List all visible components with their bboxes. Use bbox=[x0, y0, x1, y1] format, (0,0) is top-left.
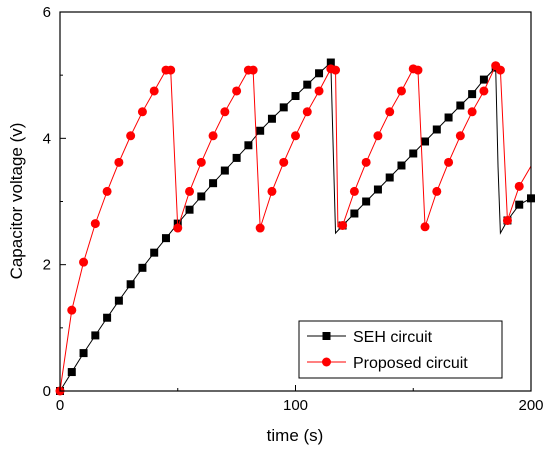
data-point bbox=[432, 186, 442, 196]
data-point bbox=[291, 92, 300, 101]
x-tick-label: 100 bbox=[283, 397, 308, 414]
x-axis-title: time (s) bbox=[267, 426, 324, 445]
series-proposed bbox=[55, 61, 532, 396]
data-point bbox=[468, 90, 477, 99]
data-point bbox=[373, 185, 382, 194]
data-point bbox=[232, 86, 242, 96]
data-point bbox=[255, 223, 265, 233]
data-point bbox=[444, 113, 453, 122]
data-point bbox=[220, 166, 229, 175]
data-point bbox=[126, 280, 135, 289]
data-point bbox=[79, 349, 88, 358]
legend-marker-seh bbox=[322, 332, 331, 340]
legend-label-seh: SEH circuit bbox=[353, 329, 433, 346]
data-point bbox=[208, 131, 218, 141]
data-point bbox=[409, 149, 418, 158]
data-point bbox=[413, 65, 423, 75]
data-point bbox=[338, 221, 348, 230]
y-tick-label: 0 bbox=[43, 383, 51, 400]
data-point bbox=[331, 65, 341, 75]
data-point bbox=[173, 223, 183, 233]
data-point bbox=[456, 101, 465, 110]
tick-labels-layer: 0 100 200 0 2 4 6 bbox=[43, 4, 544, 414]
data-point bbox=[256, 126, 265, 135]
data-point bbox=[385, 107, 395, 117]
data-point bbox=[432, 125, 441, 134]
data-point bbox=[185, 205, 194, 214]
data-point bbox=[91, 331, 100, 340]
ticks-layer bbox=[59, 11, 532, 392]
data-point bbox=[420, 222, 430, 232]
data-point bbox=[279, 103, 288, 112]
data-point bbox=[396, 86, 406, 96]
data-point bbox=[467, 107, 477, 117]
data-point bbox=[161, 234, 170, 243]
data-point bbox=[232, 153, 241, 162]
data-point bbox=[350, 209, 359, 218]
data-point bbox=[302, 107, 312, 117]
data-point bbox=[349, 186, 359, 196]
data-point bbox=[315, 69, 324, 78]
legend-marker-proposed bbox=[322, 357, 331, 367]
data-point bbox=[79, 257, 89, 267]
data-point bbox=[149, 86, 159, 96]
data-point bbox=[137, 107, 147, 117]
data-point bbox=[114, 296, 123, 305]
data-point bbox=[326, 58, 335, 67]
data-point bbox=[495, 65, 505, 75]
legend-label-proposed: Proposed circuit bbox=[353, 355, 468, 372]
legend-box bbox=[298, 320, 503, 379]
data-point bbox=[126, 131, 136, 141]
data-point bbox=[479, 86, 489, 96]
data-point bbox=[114, 157, 124, 167]
x-tick-label: 200 bbox=[518, 397, 543, 414]
data-point bbox=[514, 181, 524, 191]
data-point bbox=[244, 141, 253, 150]
data-point bbox=[267, 186, 277, 196]
data-point bbox=[102, 186, 112, 196]
data-point bbox=[362, 197, 371, 206]
data-point bbox=[196, 157, 206, 167]
series-layer bbox=[55, 58, 535, 396]
data-point bbox=[267, 114, 276, 123]
data-point bbox=[397, 161, 406, 170]
y-tick-label: 4 bbox=[43, 130, 51, 147]
data-point bbox=[185, 186, 195, 196]
y-axis-title: Capacitor voltage (v) bbox=[7, 123, 26, 280]
data-point bbox=[361, 157, 371, 167]
data-point bbox=[138, 263, 147, 272]
data-point bbox=[166, 65, 176, 75]
data-point bbox=[197, 192, 206, 201]
data-point bbox=[209, 179, 218, 188]
data-point bbox=[150, 248, 159, 257]
data-point bbox=[455, 131, 465, 141]
y-tick-label: 6 bbox=[43, 4, 51, 21]
data-point bbox=[248, 65, 258, 75]
data-point bbox=[90, 219, 100, 229]
data-point bbox=[479, 75, 488, 84]
data-point bbox=[291, 131, 300, 141]
data-point bbox=[279, 157, 289, 167]
legend: SEH circuit Proposed circuit bbox=[298, 320, 503, 379]
data-point bbox=[515, 200, 524, 209]
y-tick-label: 2 bbox=[43, 257, 51, 274]
data-point bbox=[385, 173, 394, 182]
data-point bbox=[314, 86, 324, 96]
data-point bbox=[67, 368, 76, 377]
data-point bbox=[103, 313, 112, 322]
data-point bbox=[220, 107, 230, 117]
data-point bbox=[421, 137, 430, 146]
data-point bbox=[67, 305, 77, 315]
data-point bbox=[373, 131, 383, 141]
data-point bbox=[502, 215, 512, 225]
data-point bbox=[444, 157, 454, 167]
x-tick-label: 0 bbox=[56, 397, 64, 414]
data-point bbox=[303, 80, 312, 89]
